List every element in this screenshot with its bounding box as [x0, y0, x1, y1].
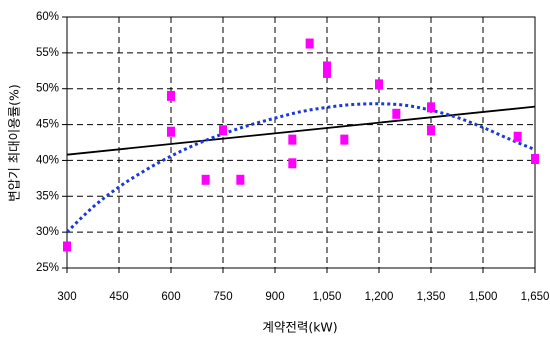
linear-trendline [66, 105, 536, 156]
x-axis-tick-labels: 300 450 600 750 900 1,050 1,200 1,350 1,500 1,650 [57, 291, 549, 303]
data-point [340, 134, 349, 145]
data-point [167, 90, 175, 101]
y-axis-title: 변압기 최대이용률(%) [7, 84, 22, 202]
y-tick-label: 50% [36, 83, 59, 95]
x-tick-label: 1,200 [365, 291, 394, 303]
axis-ticks [62, 16, 536, 273]
y-tick-label: 40% [36, 154, 59, 166]
x-tick-label: 750 [213, 291, 232, 303]
data-point [63, 241, 71, 252]
x-tick-label: 1,050 [313, 291, 342, 303]
x-tick-label: 1,350 [417, 291, 446, 303]
data-point [288, 158, 297, 169]
y-tick-label: 25% [36, 262, 59, 274]
data-point [323, 61, 331, 72]
data-point [167, 126, 175, 137]
data-point [305, 38, 314, 49]
data-point [236, 174, 245, 185]
data-point [531, 153, 539, 164]
plot-frame [66, 16, 536, 269]
data-point [288, 134, 297, 145]
data-point [375, 79, 383, 90]
plot-area [67, 17, 535, 268]
y-tick-label: 55% [36, 47, 59, 59]
data-point [323, 67, 331, 78]
x-axis-title: 계약전력(kW) [262, 320, 337, 335]
series-layer [63, 38, 539, 252]
x-tick-label: 600 [161, 291, 180, 303]
data-point [219, 125, 227, 136]
x-tick-label: 450 [109, 291, 128, 303]
y-axis-tick-labels: 25% 30% 35% 40% 45% 50% 55% 60% [36, 11, 59, 274]
y-tick-label: 60% [36, 11, 59, 23]
data-point [427, 102, 435, 113]
y-tick-label: 30% [36, 226, 59, 238]
data-point [392, 108, 401, 119]
x-tick-label: 1,500 [469, 291, 498, 303]
y-tick-label: 35% [36, 190, 59, 202]
x-tick-label: 900 [265, 291, 284, 303]
data-point [427, 125, 435, 136]
data-point [201, 174, 210, 185]
y-tick-label: 45% [36, 119, 59, 131]
x-tick-label: 300 [57, 291, 76, 303]
x-tick-label: 1,650 [521, 291, 550, 303]
data-point [513, 131, 522, 142]
gridlines [67, 17, 535, 268]
